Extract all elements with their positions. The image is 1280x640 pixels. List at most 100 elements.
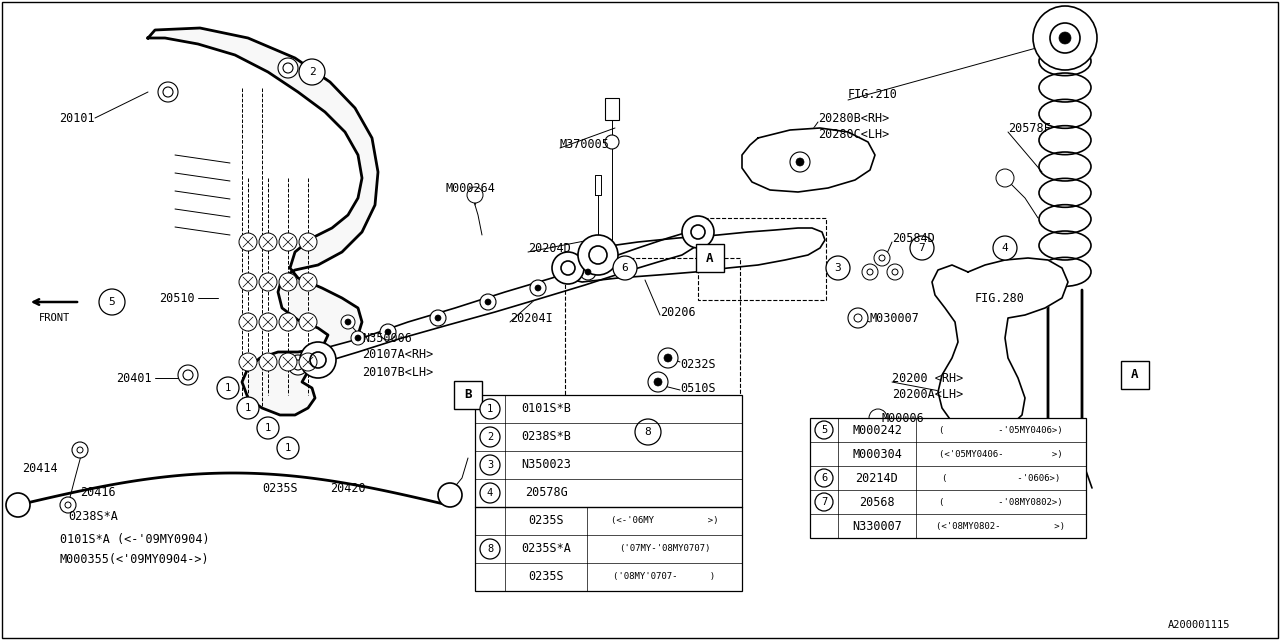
Circle shape bbox=[279, 233, 297, 251]
Text: FIG.280: FIG.280 bbox=[975, 291, 1025, 305]
Text: FRONT: FRONT bbox=[38, 313, 69, 323]
Text: FIG.210: FIG.210 bbox=[849, 88, 897, 102]
Circle shape bbox=[861, 264, 878, 280]
Circle shape bbox=[887, 264, 902, 280]
Circle shape bbox=[480, 399, 500, 419]
Circle shape bbox=[480, 455, 500, 475]
Text: 20204D: 20204D bbox=[529, 241, 571, 255]
Text: 1: 1 bbox=[244, 403, 251, 413]
Bar bbox=[698, 218, 826, 300]
Circle shape bbox=[635, 419, 660, 445]
Circle shape bbox=[815, 493, 833, 511]
Text: 2: 2 bbox=[486, 432, 493, 442]
Circle shape bbox=[279, 353, 297, 371]
Bar bbox=[454, 381, 483, 409]
Polygon shape bbox=[305, 228, 701, 368]
Text: N350023: N350023 bbox=[521, 458, 571, 472]
Circle shape bbox=[467, 187, 483, 203]
Circle shape bbox=[849, 308, 868, 328]
Text: 20584D: 20584D bbox=[892, 232, 934, 244]
Text: M370005: M370005 bbox=[561, 138, 609, 152]
Circle shape bbox=[300, 342, 335, 378]
Circle shape bbox=[380, 324, 396, 340]
Circle shape bbox=[480, 427, 500, 447]
Circle shape bbox=[259, 313, 276, 331]
Text: 20578F: 20578F bbox=[1009, 122, 1051, 134]
Circle shape bbox=[790, 152, 810, 172]
Text: 20578G: 20578G bbox=[525, 486, 567, 499]
Bar bbox=[810, 418, 1085, 538]
Circle shape bbox=[259, 233, 276, 251]
Circle shape bbox=[658, 348, 678, 368]
Text: 20510: 20510 bbox=[160, 291, 195, 305]
Text: 1: 1 bbox=[265, 423, 271, 433]
Text: 4: 4 bbox=[1002, 243, 1009, 253]
Circle shape bbox=[300, 233, 317, 251]
Text: (<'05MY0406-         >): (<'05MY0406- >) bbox=[940, 449, 1062, 458]
Circle shape bbox=[796, 158, 804, 166]
Circle shape bbox=[355, 335, 361, 341]
Text: 0101S*A (<-'09MY0904): 0101S*A (<-'09MY0904) bbox=[60, 534, 210, 547]
Text: 0101S*B: 0101S*B bbox=[521, 403, 571, 415]
Circle shape bbox=[257, 417, 279, 439]
Text: 20101: 20101 bbox=[59, 111, 95, 125]
Circle shape bbox=[648, 372, 668, 392]
Circle shape bbox=[613, 256, 637, 280]
Text: 5: 5 bbox=[109, 297, 115, 307]
Text: (<'08MY0802-          >): (<'08MY0802- >) bbox=[937, 522, 1065, 531]
Circle shape bbox=[99, 289, 125, 315]
Polygon shape bbox=[558, 228, 826, 282]
Text: 20204I: 20204I bbox=[509, 312, 553, 324]
Circle shape bbox=[340, 315, 355, 329]
Text: 20401: 20401 bbox=[116, 371, 152, 385]
Circle shape bbox=[351, 331, 365, 345]
Circle shape bbox=[1059, 32, 1071, 44]
Text: 20200 <RH>: 20200 <RH> bbox=[892, 371, 964, 385]
Text: 6: 6 bbox=[622, 263, 628, 273]
Text: 0235S: 0235S bbox=[529, 515, 563, 527]
Polygon shape bbox=[932, 258, 1068, 435]
Circle shape bbox=[430, 310, 445, 326]
Text: (          -'08MY0802>): ( -'08MY0802>) bbox=[940, 497, 1062, 506]
Circle shape bbox=[157, 82, 178, 102]
Circle shape bbox=[218, 377, 239, 399]
Circle shape bbox=[682, 216, 714, 248]
Text: 20200A<LH>: 20200A<LH> bbox=[892, 388, 964, 401]
Text: M000264: M000264 bbox=[445, 182, 495, 195]
Text: 20206: 20206 bbox=[660, 305, 695, 319]
Text: 1: 1 bbox=[285, 443, 291, 453]
Circle shape bbox=[826, 256, 850, 280]
Text: N330007: N330007 bbox=[852, 520, 902, 532]
Circle shape bbox=[385, 329, 390, 335]
Text: N350006: N350006 bbox=[362, 332, 412, 344]
Text: M000304: M000304 bbox=[852, 447, 902, 461]
Circle shape bbox=[300, 313, 317, 331]
Circle shape bbox=[480, 539, 500, 559]
Circle shape bbox=[237, 397, 259, 419]
Text: 2: 2 bbox=[308, 67, 315, 77]
Text: M030007: M030007 bbox=[870, 312, 920, 324]
Circle shape bbox=[535, 285, 541, 291]
Text: 0235S*A: 0235S*A bbox=[521, 543, 571, 556]
Bar bbox=[475, 395, 742, 591]
Text: 8: 8 bbox=[486, 544, 493, 554]
Circle shape bbox=[288, 355, 308, 375]
Circle shape bbox=[276, 437, 300, 459]
Text: ('07MY-'08MY0707): ('07MY-'08MY0707) bbox=[618, 545, 710, 554]
Text: 8: 8 bbox=[645, 427, 652, 437]
Text: 0235S: 0235S bbox=[529, 570, 563, 584]
Polygon shape bbox=[148, 28, 378, 415]
Circle shape bbox=[480, 483, 500, 503]
Circle shape bbox=[178, 365, 198, 385]
Text: 20568: 20568 bbox=[859, 495, 895, 509]
Circle shape bbox=[585, 269, 591, 275]
Circle shape bbox=[60, 497, 76, 513]
Circle shape bbox=[239, 233, 257, 251]
Text: 20107A<RH>: 20107A<RH> bbox=[362, 349, 433, 362]
Circle shape bbox=[259, 353, 276, 371]
Circle shape bbox=[239, 313, 257, 331]
Circle shape bbox=[530, 280, 547, 296]
Circle shape bbox=[993, 236, 1018, 260]
Bar bbox=[564, 258, 740, 428]
Text: 0238S*A: 0238S*A bbox=[68, 509, 118, 522]
